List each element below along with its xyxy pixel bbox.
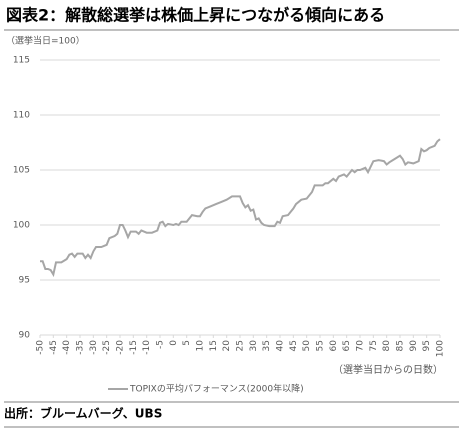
x-tick-label: 65 [342, 340, 352, 351]
y-axis-label: （選挙当日=100） [6, 35, 85, 47]
x-tick-label: 75 [369, 340, 379, 351]
x-tick-label: 15 [209, 340, 219, 351]
x-tick-label: 25 [236, 340, 246, 351]
x-tick-label: 90 [409, 340, 419, 352]
x-tick-label: 70 [356, 340, 366, 352]
x-tick-label: 45 [289, 340, 299, 351]
y-tick-label: 100 [13, 221, 30, 231]
x-tick-label: -15 [129, 340, 139, 355]
y-tick-label: 105 [13, 166, 30, 176]
x-tick-label: 50 [302, 340, 312, 352]
x-tick-label: 35 [262, 340, 272, 351]
x-tick-label: -5 [156, 340, 166, 349]
y-tick-label: 110 [13, 111, 30, 121]
x-tick-label: 5 [182, 340, 192, 346]
x-tick-label: 0 [169, 340, 179, 346]
legend-label: TOPIXの平均パフォーマンス(2000年以降) [129, 383, 304, 395]
x-tick-label: -25 [102, 340, 112, 355]
x-tick-label: 60 [329, 340, 339, 352]
x-tick-label: -10 [142, 340, 152, 355]
x-tick-label: 95 [422, 340, 432, 351]
x-tick-label: 80 [382, 340, 392, 352]
y-tick-label: 95 [19, 276, 30, 286]
x-tick-label: 55 [316, 340, 326, 351]
x-tick-label: 40 [276, 340, 286, 352]
x-tick-label: 100 [436, 340, 446, 357]
y-tick-label: 90 [19, 331, 31, 341]
x-tick-label: -20 [116, 340, 126, 355]
x-tick-label: -40 [62, 340, 72, 355]
x-tick-label: -45 [49, 340, 59, 355]
x-tick-label: -35 [76, 340, 86, 355]
x-tick-label: 10 [196, 340, 206, 352]
chart-title: 図表2：解散総選挙は株価上昇につながる傾向にある [6, 6, 385, 25]
source: 出所：ブルームバーグ、UBS [4, 406, 162, 421]
x-tick-label: 85 [396, 340, 406, 351]
x-axis-label: （選挙当日からの日数） [333, 363, 443, 376]
x-tick-label: -30 [89, 340, 99, 355]
y-tick-label: 115 [13, 56, 30, 66]
x-tick-label: 20 [222, 340, 232, 352]
line [40, 138, 441, 278]
x-tick-label: -50 [36, 340, 46, 355]
x-tick-label: 30 [249, 340, 259, 352]
